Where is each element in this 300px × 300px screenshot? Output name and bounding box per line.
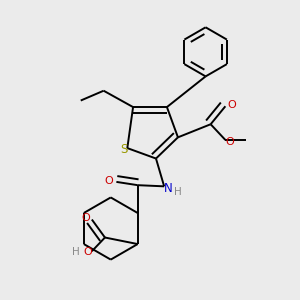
Text: O: O: [227, 100, 236, 110]
Text: N: N: [164, 182, 172, 196]
Text: O: O: [225, 136, 234, 147]
Text: O: O: [81, 213, 90, 223]
Text: H: H: [72, 247, 80, 257]
Text: O: O: [83, 247, 92, 257]
Text: H: H: [174, 187, 182, 196]
Text: S: S: [120, 143, 128, 156]
Text: O: O: [105, 176, 114, 186]
